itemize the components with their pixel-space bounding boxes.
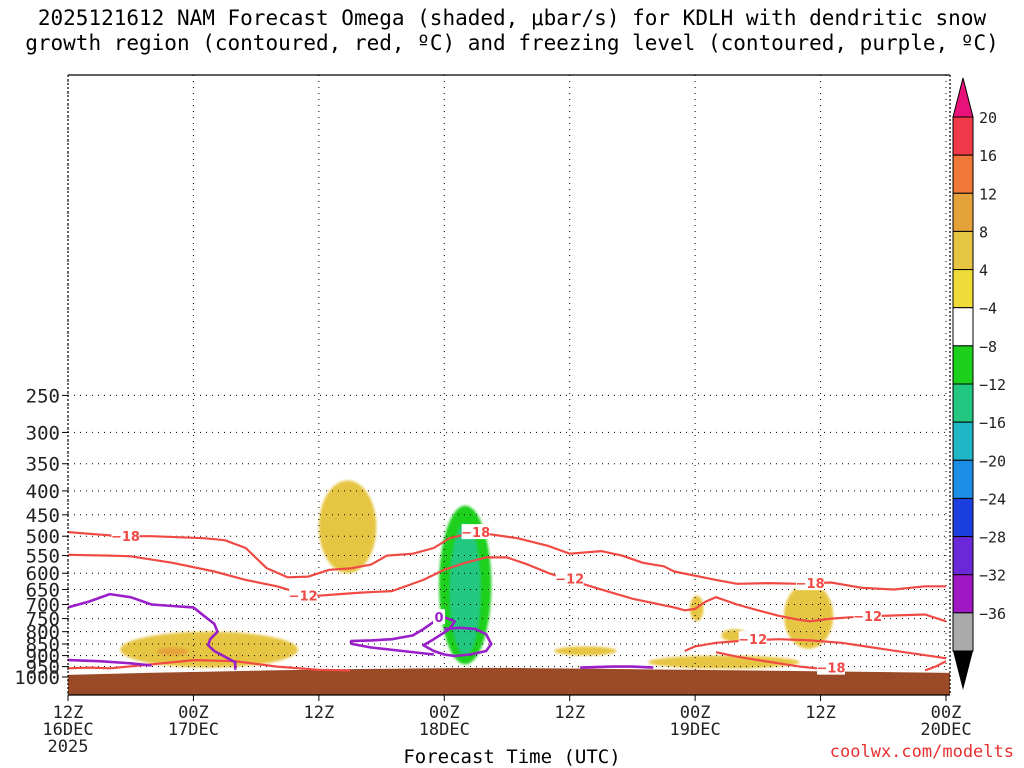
- colorbar-label-11: −28: [979, 529, 1006, 547]
- colorbar-label-13: −36: [979, 605, 1006, 623]
- colorbar-label-0: 20: [979, 109, 997, 127]
- contour-label-6: −12: [738, 633, 767, 648]
- colorbar-label-8: −16: [979, 414, 1006, 432]
- colorbar-swatch-12: [953, 575, 973, 613]
- freezing-contour-1: [68, 660, 152, 665]
- omega-region-9: [925, 475, 946, 605]
- colorbar: 20 16 12 8 4 −4 −8 −12 −16 −20 −24 −28 −32 −36: [953, 78, 1006, 690]
- colorbar-swatch-3: [953, 231, 973, 269]
- x-tick-label-60-2: 19DEC: [670, 720, 721, 740]
- x-tick-label-84-2: 20DEC: [920, 720, 971, 740]
- colorbar-swatch-2: [953, 193, 973, 231]
- y-tick-label-450: 450: [26, 505, 60, 527]
- contour-label-2: −18: [461, 526, 490, 541]
- x-tick-label-24-1: 12Z: [303, 703, 334, 723]
- colorbar-top-arrow: [953, 78, 973, 117]
- y-tick-label-1000: 1000: [14, 667, 60, 689]
- contour-label-8: 0: [435, 611, 444, 626]
- colorbar-label-10: −24: [979, 490, 1006, 508]
- omega-region-8: [669, 642, 698, 647]
- colorbar-label-2: 12: [979, 185, 997, 203]
- contour-label-7: −18: [817, 662, 846, 677]
- y-tick-label-350: 350: [26, 454, 60, 476]
- omega-region-12: [319, 480, 376, 573]
- colorbar-label-6: −8: [979, 338, 997, 356]
- colorbar-label-5: −4: [979, 300, 997, 318]
- y-tick-label-250: 250: [26, 385, 60, 407]
- omega-region-1: [235, 521, 308, 626]
- dgz-contour-5: [925, 661, 946, 670]
- x-tick-label-36-2: 18DEC: [419, 720, 470, 740]
- colorbar-label-9: −20: [979, 452, 1006, 470]
- colorbar-label-4: 4: [979, 262, 988, 280]
- x-tick-label-12-2: 17DEC: [168, 720, 219, 740]
- colorbar-bottom-arrow: [953, 651, 973, 690]
- omega-shading: [115, 378, 946, 668]
- contour-label-4: −18: [796, 577, 825, 592]
- colorbar-label-12: −32: [979, 567, 1006, 585]
- omega-region-11: [157, 648, 188, 656]
- colorbar-swatch-10: [953, 498, 973, 536]
- colorbar-swatch-8: [953, 422, 973, 460]
- contour-label-0: −18: [111, 530, 140, 545]
- colorbar-swatch-1: [953, 155, 973, 193]
- colorbar-swatch-4: [953, 270, 973, 308]
- watermark-link[interactable]: coolwx.com/modelts: [830, 742, 1014, 762]
- colorbar-swatch-0: [953, 117, 973, 155]
- colorbar-swatch-5: [953, 308, 973, 346]
- colorbar-swatch-11: [953, 537, 973, 575]
- colorbar-label-1: 16: [979, 147, 997, 165]
- contour-label-1: −12: [289, 590, 318, 605]
- freezing-contour-3: [350, 641, 434, 654]
- colorbar-swatch-9: [953, 460, 973, 498]
- omega-region-0: [115, 461, 143, 580]
- colorbar-swatch-6: [953, 346, 973, 384]
- freezing-contour-4: [580, 667, 653, 668]
- contour-label-3: −12: [555, 572, 584, 587]
- omega-region-10: [120, 632, 298, 668]
- y-tick-label-300: 300: [26, 422, 60, 444]
- contour-label-5: −12: [853, 610, 882, 625]
- omega-region-13: [554, 646, 617, 655]
- colorbar-label-3: 8: [979, 223, 988, 241]
- x-tick-label-72-1: 12Z: [805, 703, 836, 723]
- colorbar-label-7: −12: [979, 376, 1006, 394]
- y-tick-label-400: 400: [26, 481, 60, 503]
- colorbar-swatch-13: [953, 613, 973, 651]
- x-tick-label-48-1: 12Z: [554, 703, 585, 723]
- colorbar-swatch-7: [953, 384, 973, 422]
